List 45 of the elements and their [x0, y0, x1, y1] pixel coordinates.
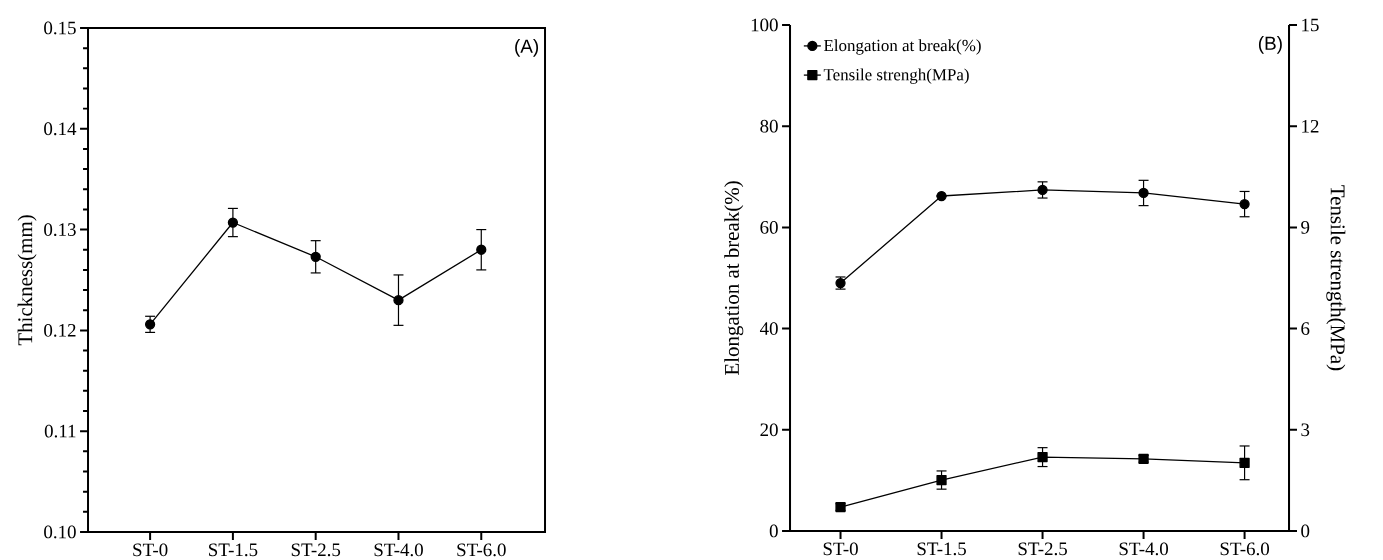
y-tick-label: 60 — [760, 221, 778, 234]
x-tick-label: ST-6.0 — [457, 543, 506, 557]
annotation: (B) — [1258, 36, 1282, 54]
y-tick-label: 100 — [751, 18, 778, 32]
y-tick-label: 40 — [759, 322, 778, 335]
x-tick-label: ST-2.5 — [291, 543, 341, 557]
x-tick-label: ST-1.5 — [209, 543, 258, 557]
legend-label: Elongation at break(%) — [823, 39, 981, 55]
annotation: (A) — [515, 39, 539, 57]
point — [936, 190, 947, 202]
y-tick-label: 0.13 — [44, 223, 76, 237]
y-tick-label: 0.10 — [44, 525, 76, 539]
y-tick-label: 0 — [769, 524, 778, 538]
y2-tick-label: 12 — [1302, 119, 1319, 133]
y-tick-label: 20 — [760, 423, 778, 437]
point — [1037, 451, 1048, 463]
point — [310, 251, 321, 262]
y-tick-label: 80 — [760, 119, 778, 133]
point — [227, 217, 239, 228]
y2-tick-label: 9 — [1301, 221, 1310, 234]
y-tick-label: 0.12 — [44, 323, 76, 337]
point — [936, 474, 947, 486]
x-tick-label: ST-4.0 — [1119, 542, 1169, 556]
point — [476, 244, 487, 255]
y2-tick-label: 0 — [1301, 524, 1310, 538]
x-tick-label: ST-0 — [823, 542, 858, 556]
y-axis-title: Elongation at break(%) — [724, 181, 744, 375]
x-tick-label: ST-4.0 — [374, 543, 423, 557]
y-axis-title: Thickness(mm) — [17, 215, 37, 346]
point — [1138, 187, 1149, 199]
y2-tick-label: 15 — [1302, 18, 1319, 32]
y-tick-label: 0.14 — [44, 122, 77, 136]
y2-tick-label: 6 — [1301, 322, 1310, 335]
x-tick-label: ST-0 — [133, 543, 168, 557]
point — [1239, 198, 1250, 210]
y2-axis-title: Tensile strength(MPa) — [1326, 185, 1346, 371]
x-tick-label: ST-6.0 — [1220, 542, 1270, 556]
point — [393, 295, 404, 306]
y-tick-label: 0.15 — [44, 21, 76, 35]
point — [1239, 457, 1250, 468]
legend-label: Tensile strengh(MPa) — [823, 68, 969, 84]
y-tick-label: 0.11 — [44, 424, 76, 438]
x-tick-label: ST-1.5 — [917, 542, 966, 556]
x-tick-label: ST-2.5 — [1018, 542, 1067, 556]
y2-tick-label: 3 — [1301, 423, 1310, 437]
